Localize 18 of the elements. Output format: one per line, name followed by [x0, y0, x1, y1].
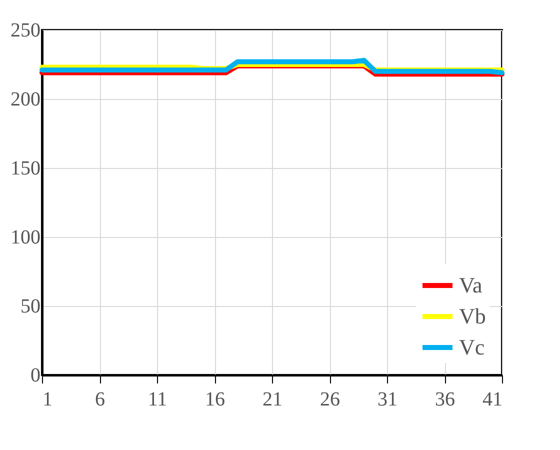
y-tick-label: 150 — [10, 158, 40, 180]
y-tick-label: 50 — [20, 296, 40, 318]
x-tick-label: 16 — [205, 388, 225, 410]
x-tick-label: 26 — [320, 388, 340, 410]
x-tick-label: 6 — [95, 388, 105, 410]
y-tick-label: 100 — [10, 226, 40, 248]
y-tick-label: 250 — [10, 20, 40, 42]
x-tick-label: 1 — [42, 388, 52, 410]
legend-label: Va — [459, 272, 482, 298]
x-tick-label: 41 — [482, 388, 502, 410]
x-tick-label: 11 — [148, 388, 168, 410]
x-tick-label: 21 — [262, 388, 282, 410]
y-tick-label: 200 — [10, 88, 40, 110]
legend-label: Vc — [459, 334, 485, 360]
legend-label: Vb — [459, 304, 486, 328]
x-tick-label: 36 — [435, 388, 455, 410]
y-tick-label: 0 — [30, 364, 40, 386]
x-tick-label: 31 — [378, 388, 398, 410]
